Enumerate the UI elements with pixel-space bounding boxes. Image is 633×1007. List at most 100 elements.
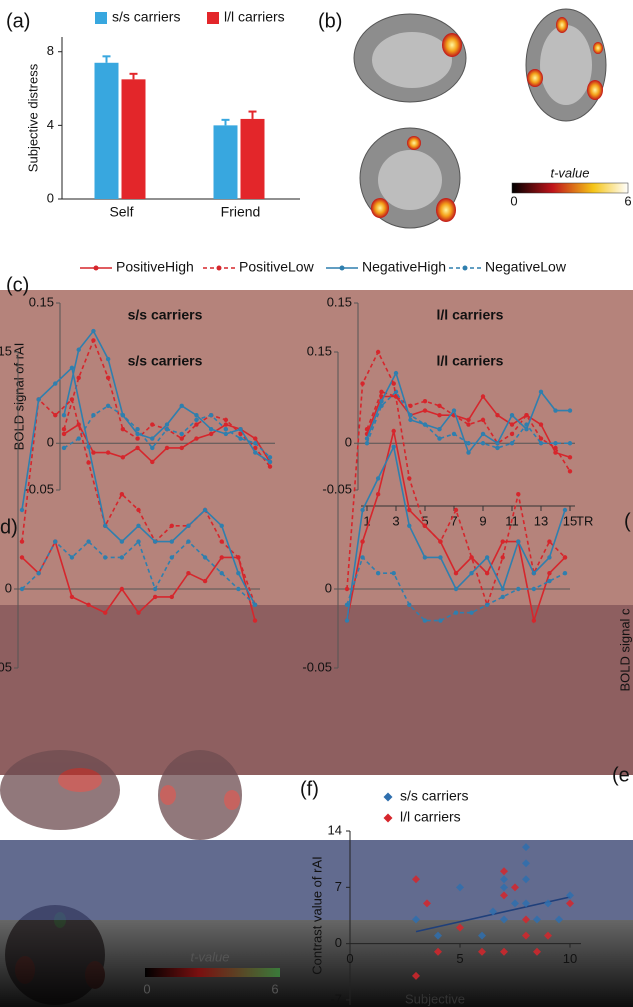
point	[495, 445, 500, 451]
x-axis-label: Subjective	[405, 991, 465, 1006]
x-axis-label: TR	[576, 513, 593, 528]
point	[531, 571, 537, 576]
point	[223, 422, 229, 427]
point	[119, 555, 125, 560]
point	[478, 947, 486, 956]
point	[500, 867, 508, 876]
point	[553, 445, 558, 451]
point	[105, 450, 111, 455]
point	[253, 441, 258, 446]
point	[364, 427, 370, 432]
point	[438, 555, 443, 560]
point	[407, 602, 412, 607]
point	[478, 931, 486, 940]
point	[267, 455, 273, 460]
point	[379, 398, 384, 404]
point	[524, 427, 529, 432]
point	[69, 365, 75, 370]
point	[61, 413, 67, 418]
point	[61, 427, 67, 432]
y-tick-label: 14	[328, 822, 342, 837]
point	[553, 441, 558, 446]
point	[456, 883, 464, 892]
point	[120, 427, 126, 432]
point	[524, 413, 529, 418]
point	[538, 389, 544, 395]
point	[423, 899, 431, 908]
point	[453, 571, 459, 576]
point	[391, 428, 396, 434]
point	[36, 571, 41, 576]
point	[61, 431, 67, 437]
point	[547, 578, 552, 584]
point	[179, 436, 184, 441]
point	[135, 431, 140, 437]
point	[522, 859, 530, 868]
point	[119, 539, 125, 544]
legend-label: PositiveLow	[239, 259, 315, 275]
point	[267, 459, 273, 465]
point	[422, 618, 428, 623]
legend-swatch	[207, 12, 219, 24]
point	[19, 555, 25, 560]
legend-label: l/l carriers	[400, 809, 461, 825]
point	[495, 413, 500, 418]
point	[484, 571, 490, 576]
y-tick-label: 0	[47, 190, 54, 205]
point	[562, 555, 568, 560]
chart-title: l/l carriers	[437, 307, 504, 323]
colorbar-max: 6	[271, 981, 278, 996]
point	[562, 571, 568, 576]
point	[364, 441, 370, 446]
point	[208, 431, 214, 437]
point	[179, 445, 184, 451]
point	[469, 571, 474, 576]
y-tick-label: 4	[47, 117, 54, 132]
point	[391, 381, 396, 386]
point	[253, 445, 258, 451]
point	[544, 899, 552, 908]
point	[135, 436, 140, 441]
point	[169, 523, 174, 528]
point	[555, 915, 563, 924]
side-label: BOLD signal c	[617, 608, 632, 692]
point	[91, 450, 96, 455]
point	[179, 431, 184, 437]
point	[538, 436, 544, 441]
legend-marker	[462, 265, 468, 271]
point	[511, 883, 519, 892]
legend-swatch	[95, 12, 107, 24]
point	[164, 422, 170, 427]
colorbar-max: 6	[624, 193, 631, 208]
y-tick-label: 0	[325, 580, 332, 595]
point	[547, 555, 552, 560]
colorbar-title: t-value	[190, 949, 229, 964]
point	[391, 571, 396, 576]
bar	[240, 118, 265, 199]
point	[480, 441, 486, 446]
point	[219, 539, 224, 544]
x-tick-label: 1	[363, 513, 370, 528]
point	[469, 610, 474, 615]
point	[531, 586, 537, 592]
point	[120, 413, 126, 418]
point	[434, 931, 442, 940]
point	[466, 417, 471, 423]
point	[422, 422, 428, 427]
point	[208, 427, 214, 432]
point	[150, 459, 155, 465]
point	[451, 431, 457, 437]
y-tick-label: 0.15	[29, 294, 54, 309]
point	[150, 445, 155, 451]
point	[19, 586, 25, 592]
point	[186, 539, 191, 544]
point	[150, 422, 155, 427]
colorbar-title: t-value	[550, 165, 589, 180]
colorbar-min: 0	[143, 981, 150, 996]
point	[480, 394, 486, 399]
point	[509, 422, 515, 427]
chart-title: l/l carriers	[437, 353, 504, 369]
point	[379, 389, 384, 395]
point	[407, 523, 412, 528]
